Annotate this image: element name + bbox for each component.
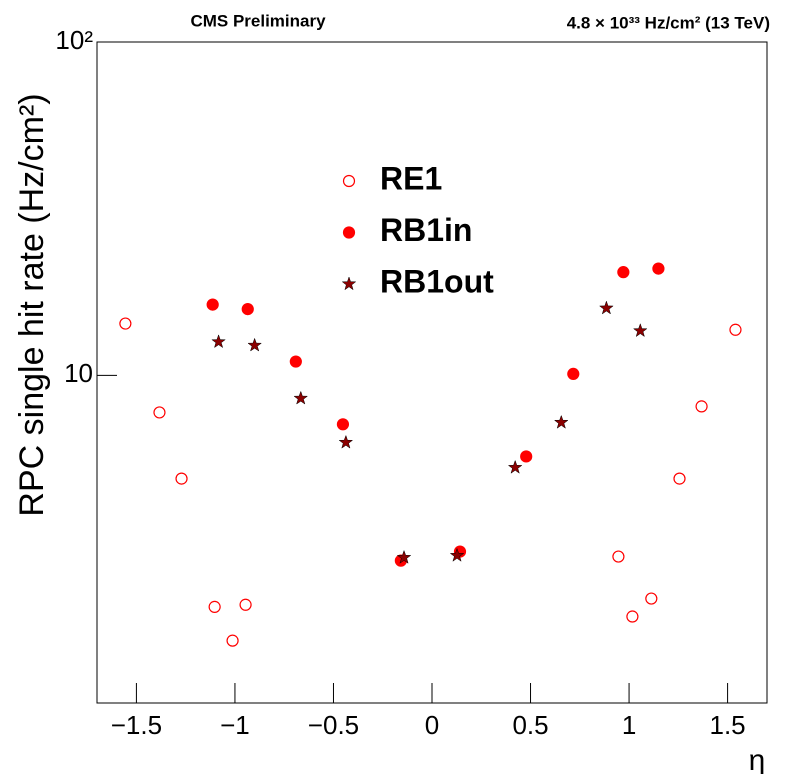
circle-marker bbox=[652, 262, 665, 275]
circle-marker bbox=[241, 303, 254, 316]
circle-marker bbox=[336, 418, 350, 431]
circle-marker bbox=[695, 400, 708, 413]
circle-marker bbox=[208, 600, 221, 613]
x-tick-label: −1.5 bbox=[111, 710, 162, 740]
x-axis-label: η bbox=[749, 744, 766, 774]
star-marker bbox=[247, 337, 263, 352]
legend-label: RB1in bbox=[380, 212, 472, 248]
star-marker bbox=[211, 334, 226, 349]
circle-marker bbox=[153, 406, 166, 419]
circle-marker bbox=[520, 450, 533, 463]
legend-label: RB1out bbox=[380, 263, 494, 299]
x-tick-label: 0.5 bbox=[512, 710, 548, 740]
chart-title: CMS Preliminary bbox=[190, 11, 326, 30]
legend-label: RE1 bbox=[380, 160, 442, 196]
legend-marker bbox=[342, 174, 356, 188]
star-marker bbox=[449, 547, 465, 562]
x-tick-label: 1 bbox=[622, 710, 636, 740]
circle-marker bbox=[239, 598, 252, 611]
circle-marker bbox=[567, 367, 580, 380]
circle-marker bbox=[206, 298, 219, 311]
star-marker bbox=[396, 549, 412, 564]
circle-marker bbox=[645, 592, 658, 605]
star-marker bbox=[338, 434, 354, 449]
legend-marker bbox=[341, 276, 357, 291]
circle-marker bbox=[289, 355, 302, 368]
circle-marker bbox=[119, 317, 132, 330]
y-axis-label: RPC single hit rate (Hz/cm²) bbox=[13, 93, 51, 516]
circle-marker bbox=[612, 550, 625, 563]
star-marker bbox=[632, 323, 648, 338]
plot-frame bbox=[96, 41, 768, 704]
circle-marker bbox=[626, 610, 639, 623]
y-tick-label: 10 bbox=[64, 358, 93, 388]
legend-marker bbox=[342, 226, 356, 239]
x-tick-label: −1 bbox=[220, 710, 250, 740]
star-marker bbox=[507, 459, 523, 474]
circle-marker bbox=[729, 323, 742, 336]
circle-marker bbox=[175, 472, 188, 485]
star-marker bbox=[553, 414, 569, 429]
x-tick-label: 0 bbox=[425, 710, 439, 740]
circle-marker bbox=[226, 634, 239, 647]
star-marker bbox=[293, 390, 309, 405]
circle-marker bbox=[673, 472, 686, 485]
circle-marker bbox=[617, 266, 630, 279]
y-tick-label: 10² bbox=[55, 25, 93, 55]
x-tick-label: 1.5 bbox=[710, 710, 746, 740]
chart-subtitle: 4.8 × 10³³ Hz/cm² (13 TeV) bbox=[567, 13, 770, 32]
x-tick-label: −0.5 bbox=[308, 710, 359, 740]
star-marker bbox=[598, 300, 614, 315]
